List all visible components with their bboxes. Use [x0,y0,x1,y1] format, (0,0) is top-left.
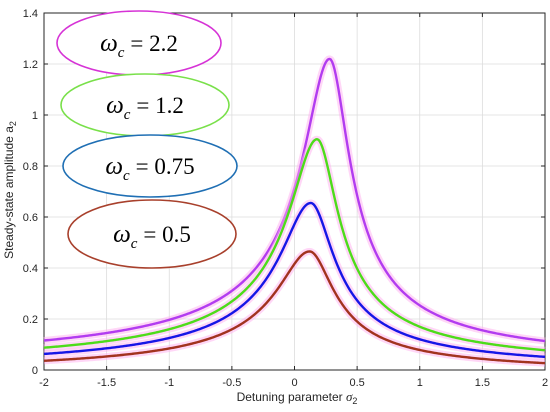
y-tick-label: 1 [32,110,38,122]
legend-oval [62,134,238,198]
series-curves [41,55,548,367]
x-tick-label: -0.5 [222,377,241,389]
y-tick-label: 1.4 [23,8,38,20]
y-tick-label: 0.8 [23,161,38,173]
legend-item-1: ωc = 1.2 [60,73,230,137]
x-tick-label: -2 [39,377,49,389]
series-line-2 [43,201,546,359]
legend-label: ωc = 1.2 [106,92,184,123]
legend-label: ωc = 0.5 [113,221,191,252]
series-line-3 [43,250,546,365]
x-tick-label: 2 [542,377,548,389]
y-axis-label: Steady-state amplitude a2 [2,121,18,259]
legend-oval [67,199,237,269]
x-axis-label: Detuning parameter σ2 [237,389,358,406]
legend-label: ωc = 0.75 [105,153,194,184]
y-tick-label: 0.6 [23,212,38,224]
x-tick-label: 1 [417,377,423,389]
y-tick-label: 0.4 [23,263,38,275]
legend: ωc = 2.2 ωc = 1.2 ωc = 0.75 ωc = 0.5 [56,10,238,269]
legend-item-2: ωc = 0.75 [62,134,238,198]
x-tick-label: 1.5 [475,377,490,389]
y-tick-label: 0 [32,365,38,377]
x-tick-label: 0 [291,377,297,389]
x-tick-label: 0.5 [349,377,364,389]
y-tick-label: 0.2 [23,314,38,326]
x-tick-label: -1.5 [97,377,116,389]
legend-item-0: ωc = 2.2 [56,10,222,76]
series-line-1 [43,138,546,352]
legend-label: ωc = 2.2 [100,30,178,61]
axis-ticks: -2 -1.5 -1 -0.5 0 0.5 1 1.5 2 0 0.2 0.4 0.6 0.8 1 1.2 1.… [23,8,548,389]
y-tick-label: 1.2 [23,59,38,71]
legend-item-3: ωc = 0.5 [67,199,237,269]
x-tick-label: -1 [164,377,174,389]
